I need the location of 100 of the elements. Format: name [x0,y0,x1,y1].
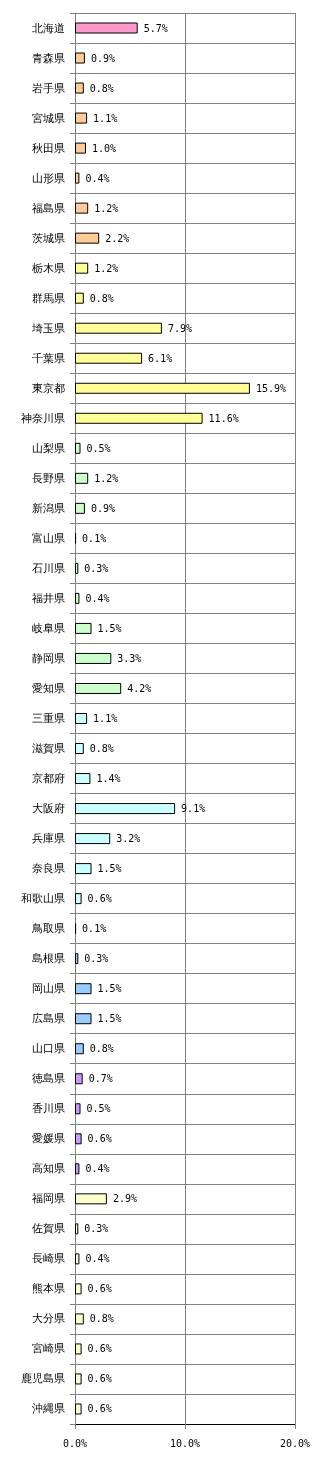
bar [75,22,138,34]
y-tick-label: 島根県 [32,952,65,966]
bar [75,1043,84,1055]
bar [75,382,250,394]
y-tick-label: 鹿児島県 [21,1372,65,1386]
bar [75,1223,79,1235]
y-tick-label: 福岡県 [32,1192,65,1206]
bar [75,202,89,214]
data-label: 0.9% [90,502,115,514]
data-label: 0.6% [87,1343,112,1355]
y-tick-label: 青森県 [32,51,65,65]
data-label: 0.6% [87,1373,112,1385]
y-tick-label: 岡山県 [32,982,65,996]
y-tick-label: 徳島県 [32,1072,65,1086]
data-label: 1.5% [97,1013,122,1025]
y-tick-label: 岩手県 [32,81,65,95]
y-tick-label: 群馬県 [32,291,65,305]
data-label: 1.5% [97,863,122,875]
bar [75,1403,82,1415]
y-tick-label: 埼玉県 [31,321,65,335]
y-tick-label: 鳥取県 [31,922,65,936]
bar [75,743,84,755]
y-tick-label: 沖縄県 [32,1402,65,1416]
data-label: 9.1% [181,803,206,815]
y-tick-label: 神奈川県 [21,411,65,425]
data-label: 1.2% [94,202,119,214]
data-label: 1.1% [93,112,118,124]
y-tick-label: 千葉県 [32,351,65,365]
data-label: 1.4% [96,773,121,785]
bar [75,292,84,304]
y-tick-label: 茨城県 [32,231,65,245]
y-tick-label: 三重県 [32,712,65,725]
bar [75,82,84,94]
data-label: 0.8% [89,82,114,94]
y-tick-label: 熊本県 [32,1282,65,1296]
bar [75,232,100,244]
y-tick-label: 奈良県 [32,862,65,876]
data-label: 1.2% [94,262,119,274]
data-label: 0.6% [87,1133,112,1145]
data-label: 0.6% [87,1283,112,1295]
bar [75,172,80,184]
bar [75,1373,82,1385]
y-tick-label: 大阪府 [32,802,65,816]
y-tick-label: 山口県 [32,1042,65,1056]
bar [75,773,91,785]
y-tick-label: 山梨県 [32,441,65,455]
y-tick-label: 福島県 [32,201,65,215]
y-tick-label: 大分県 [32,1312,65,1326]
y-tick-label: 佐賀県 [32,1222,65,1236]
bar [75,1313,84,1325]
y-tick-label: 東京都 [32,381,65,395]
y-tick-label: 宮城県 [32,111,65,125]
y-tick-label: 高知県 [32,1162,65,1176]
y-tick-label: 静岡県 [32,651,65,665]
bar [75,112,88,124]
x-tick-label: 0.0% [62,1437,88,1449]
y-tick-label: 栃木県 [32,261,65,275]
data-label: 5.7% [143,22,168,34]
bar [75,893,82,905]
data-label: 2.9% [112,1193,137,1205]
bar [75,472,89,484]
bar [75,52,85,64]
data-label: 1.2% [94,472,119,484]
data-label: 3.2% [116,833,141,845]
bar [75,682,122,694]
bar [75,352,143,364]
y-tick-label: 長崎県 [32,1252,65,1266]
y-tick-label: 山形県 [32,171,65,185]
data-label: 0.6% [87,1403,112,1415]
data-label: 1.1% [93,713,118,724]
y-tick-label: 愛知県 [32,681,65,695]
y-tick-label: 石川県 [32,561,65,575]
data-label: 0.8% [89,292,114,304]
bar [75,412,203,424]
data-label: 0.3% [84,1223,109,1235]
bar [75,1163,80,1175]
y-tick-label: 愛媛県 [32,1132,65,1146]
data-label: 1.5% [97,983,122,995]
bar [75,1193,107,1205]
data-label: 1.0% [92,142,117,154]
bar [75,1133,82,1145]
bar [75,502,85,514]
y-tick-label: 滋賀県 [32,742,65,756]
y-tick-label: 和歌山県 [21,892,65,906]
data-label: 15.9% [255,382,287,394]
data-label: 0.8% [89,1043,114,1055]
y-tick-label: 兵庫県 [32,832,65,846]
y-tick-label: 岐阜県 [32,621,65,635]
data-label: 0.8% [89,1313,114,1325]
data-label: 0.4% [85,172,110,184]
x-tick-label: 10.0% [169,1437,201,1449]
data-label: 0.5% [86,1103,111,1115]
y-tick-label: 宮崎県 [32,1342,65,1356]
bar [75,442,81,454]
data-label: 0.9% [90,52,115,64]
data-label: 0.1% [82,532,107,544]
data-label: 3.3% [117,652,142,664]
bar [75,1343,82,1355]
y-tick-label: 北海道 [32,21,65,35]
data-label: 11.6% [208,412,239,424]
